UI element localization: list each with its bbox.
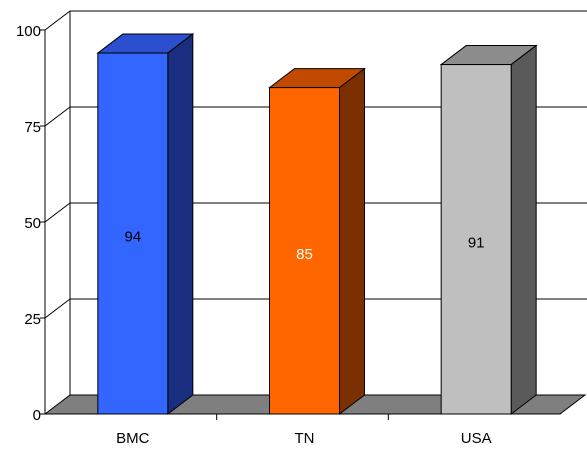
- bar-side-face: [167, 33, 194, 416]
- gridline-depth: [44, 202, 71, 223]
- axes-group: 0 25 50 75 100: [16, 23, 389, 424]
- bars-group: [96, 33, 538, 416]
- bar-tn: [268, 67, 366, 416]
- y-tick-label: 0: [33, 407, 41, 424]
- bar-front-face: [97, 52, 169, 415]
- gridline-depth: [44, 298, 71, 319]
- labels-group: 94 BMC 85 TN 91 USA: [116, 229, 492, 447]
- y-tick-label: 100: [16, 23, 41, 40]
- gridline-depth: [44, 10, 71, 31]
- bar-side-face: [339, 67, 365, 416]
- x-category-label: USA: [461, 430, 492, 446]
- gridline-depth: [44, 106, 71, 127]
- bar-bmc: [96, 33, 195, 416]
- bar-side-face: [510, 44, 537, 416]
- bar-usa: [439, 44, 538, 416]
- data-label: 91: [468, 234, 485, 251]
- bar-front-face: [269, 87, 340, 415]
- x-category-label: BMC: [116, 430, 150, 446]
- y-tick-label: 50: [24, 215, 41, 232]
- data-label: 94: [124, 229, 141, 246]
- x-category-label: TN: [295, 430, 315, 446]
- bar-front-face: [440, 64, 512, 415]
- y-tick-label: 75: [24, 119, 41, 136]
- y-tick-label: 25: [24, 311, 41, 328]
- data-label: 85: [296, 246, 313, 263]
